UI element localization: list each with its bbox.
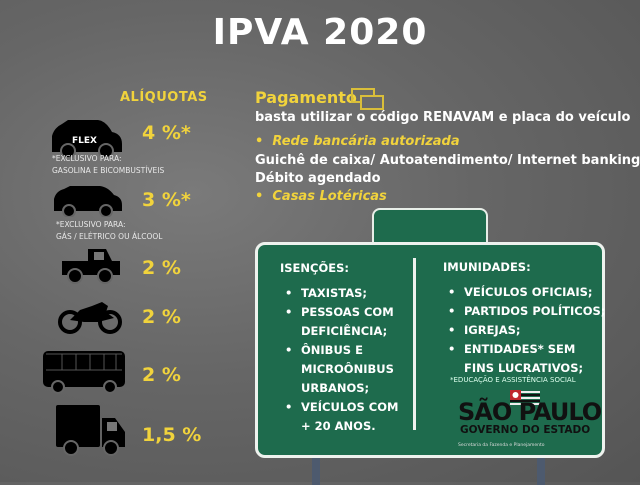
truck-icon xyxy=(56,405,125,456)
pagamento-debito: Débito agendado xyxy=(255,171,381,186)
note-car: *EXCLUSIVO PARA: GÁS / ELÉTRICO OU ÁLCOO… xyxy=(56,219,163,243)
rate-flex: 4 %* xyxy=(142,122,191,144)
sp-flag-icon xyxy=(510,390,540,405)
bullet-text: Casas Lotéricas xyxy=(272,189,387,204)
list-item: URBANOS; xyxy=(301,381,370,395)
list-item: ENTIDADES* SEM xyxy=(448,340,605,359)
list-item: VEÍCULOS OFICIAIS; xyxy=(448,283,605,302)
sign-post xyxy=(537,455,545,485)
rate-truck: 1,5 % xyxy=(142,424,202,446)
flex-car-icon: FLEX xyxy=(52,120,122,158)
secretaria-text: Secretaria da Fazenda e Planejamento xyxy=(458,443,545,448)
note-line: *EXCLUSIVO PARA: xyxy=(56,220,126,229)
pagamento-instructions: basta utilizar o código RENAVAM e placa … xyxy=(255,110,631,125)
aliquotas-heading: ALÍQUOTAS xyxy=(120,90,208,105)
motorcycle-icon xyxy=(58,302,122,334)
flex-badge: FLEX xyxy=(72,136,97,146)
sign-post xyxy=(312,455,320,485)
money-icon xyxy=(351,88,384,110)
note-flex: *EXCLUSIVO PARA: GASOLINA E BICOMBUSTÍVE… xyxy=(52,153,164,177)
isencoes-list: TAXISTAS; PESSOAS COM DEFICIÊNCIA; ÔNIBU… xyxy=(285,284,398,436)
list-item: IGREJAS; xyxy=(448,321,605,340)
pagamento-heading: Pagamento xyxy=(255,88,357,107)
imunidades-note: *EDUCAÇÃO E ASSISTÊNCIA SOCIAL xyxy=(450,376,576,384)
note-line: GASOLINA E BICOMBUSTÍVEIS xyxy=(52,166,165,175)
rate-pickup: 2 % xyxy=(142,257,181,279)
note-line: GÁS / ELÉTRICO OU ÁLCOOL xyxy=(56,232,163,241)
page-title: IPVA 2020 xyxy=(212,12,428,53)
pagamento-channels: Guichê de caixa/ Autoatendimento/ Intern… xyxy=(255,153,640,168)
rate-motorcycle: 2 % xyxy=(142,306,181,328)
pickup-truck-icon xyxy=(62,249,120,284)
bullet-lotericas: • Casas Lotéricas xyxy=(255,189,387,204)
list-item: VEÍCULOS COM xyxy=(285,398,398,417)
governo-logo: GOVERNO DO ESTADO xyxy=(460,424,591,436)
rate-car: 3 %* xyxy=(142,189,191,211)
bullet-text: Rede bancária autorizada xyxy=(272,134,460,149)
list-item: DEFICIÊNCIA; xyxy=(301,324,388,338)
rate-bus: 2 % xyxy=(142,364,181,386)
list-item: + 20 ANOS. xyxy=(301,419,376,433)
sao-paulo-logo: SÃO PAULO xyxy=(458,398,602,426)
bus-icon xyxy=(43,351,125,394)
sign-divider xyxy=(413,258,416,430)
list-item: TAXISTAS; xyxy=(285,284,398,303)
list-item: FINS LUCRATIVOS; xyxy=(464,361,584,375)
isencoes-heading: ISENÇÕES: xyxy=(280,261,349,275)
imunidades-heading: IMUNIDADES: xyxy=(443,260,531,274)
list-item: PARTIDOS POLÍTICOS; xyxy=(448,302,605,321)
list-item: PESSOAS COM xyxy=(285,303,398,322)
bullet-rede-bancaria: • Rede bancária autorizada xyxy=(255,134,460,149)
imunidades-list: VEÍCULOS OFICIAIS; PARTIDOS POLÍTICOS; I… xyxy=(448,283,605,378)
note-line: *EXCLUSIVO PARA: xyxy=(52,154,122,163)
list-item: ÔNIBUS E xyxy=(285,341,398,360)
list-item: MICROÔNIBUS xyxy=(301,362,394,376)
car-icon xyxy=(54,186,122,217)
